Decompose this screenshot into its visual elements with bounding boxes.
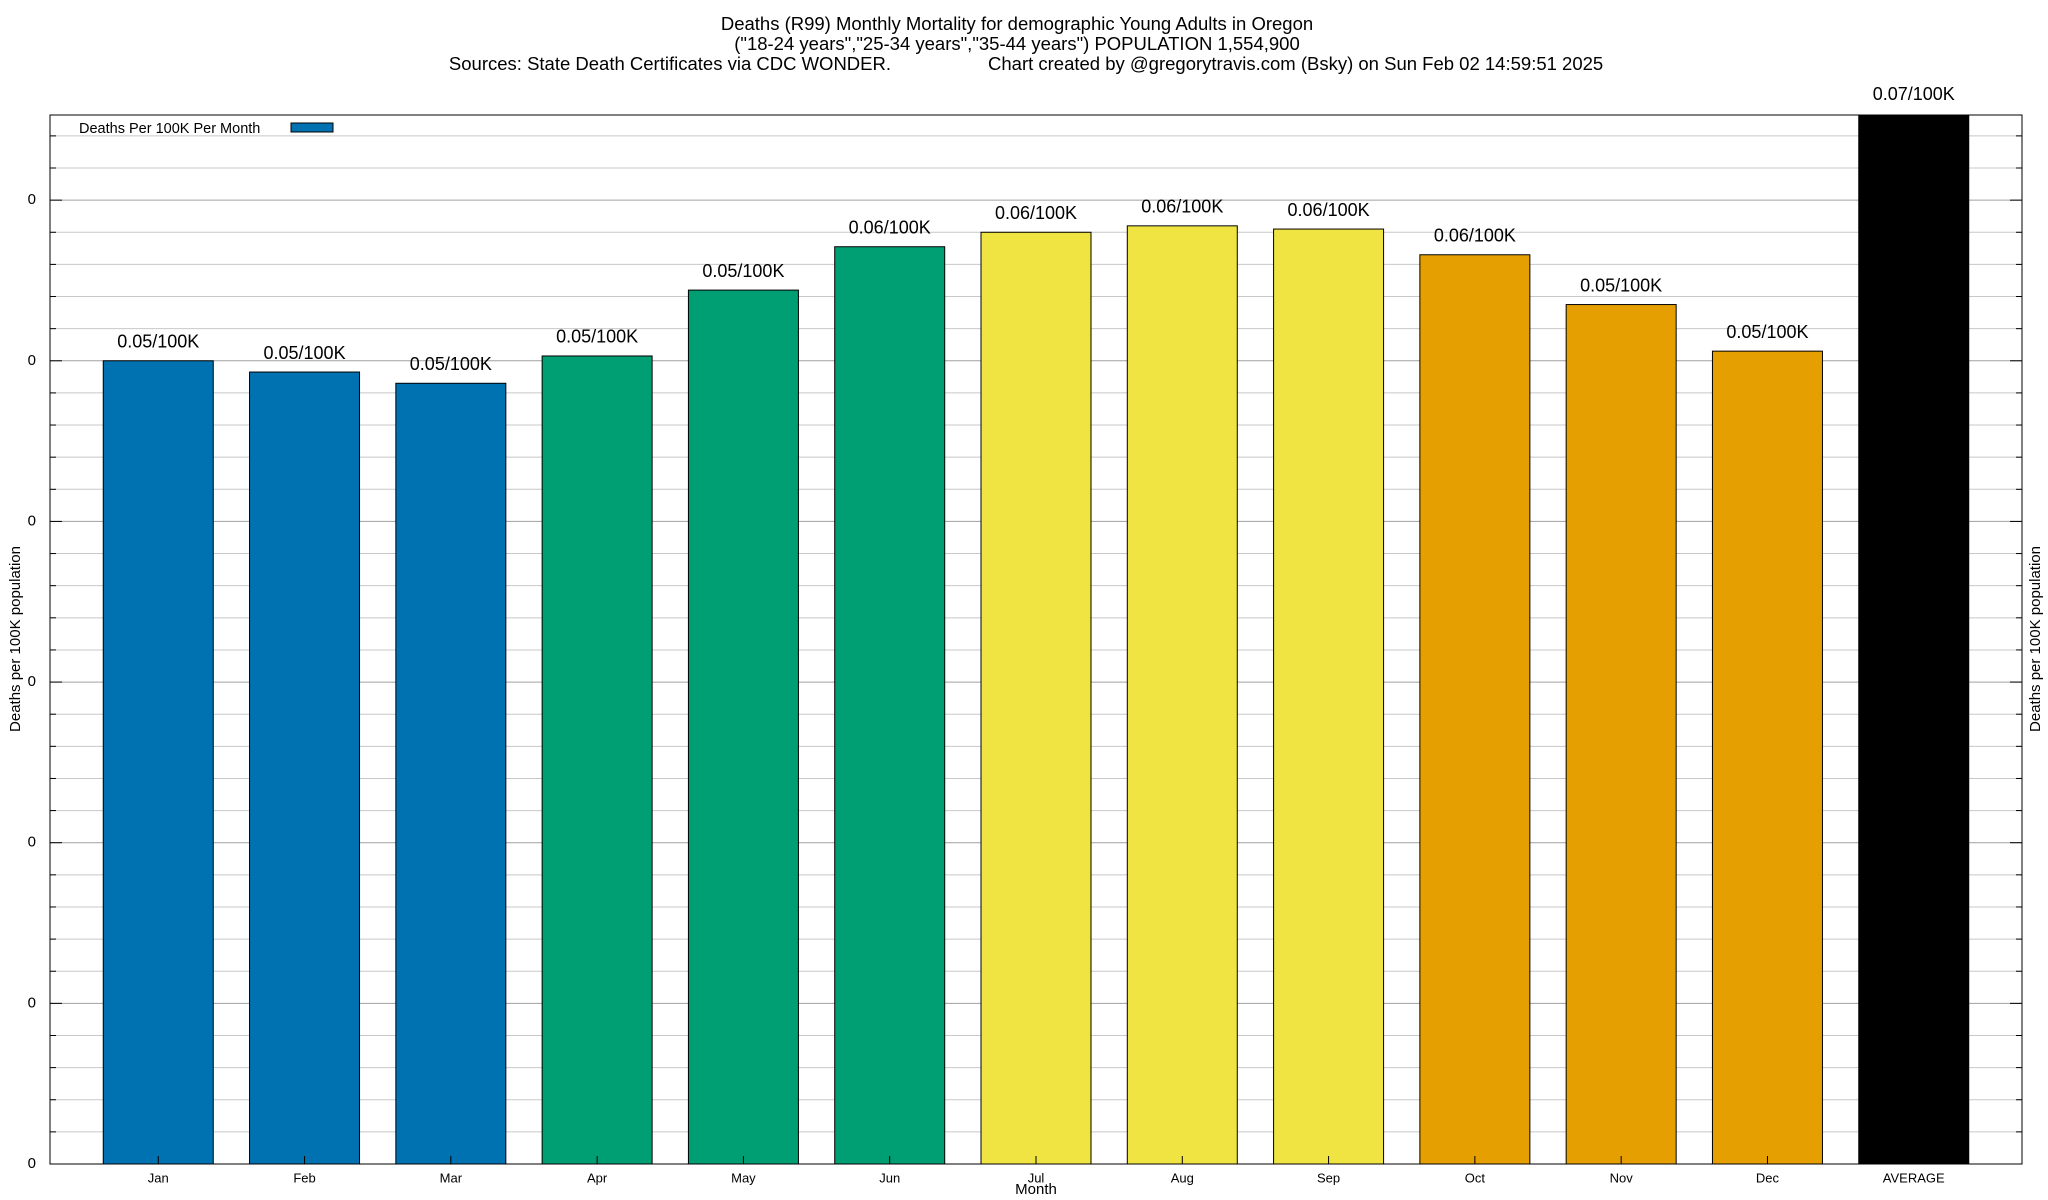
bar (541, 355, 653, 1164)
value-label: 0.06/100K (995, 203, 1077, 223)
x-tick-label: May (731, 1170, 756, 1185)
bar (1858, 115, 1970, 1164)
bars (102, 115, 1970, 1164)
bar (102, 360, 214, 1164)
value-label: 0.06/100K (1141, 197, 1223, 217)
x-tick-label: Jul (1028, 1170, 1045, 1185)
y-tick-label: 0 (28, 834, 36, 851)
x-tick-label: Jan (148, 1170, 169, 1185)
legend-swatch (290, 122, 334, 133)
value-label: 0.05/100K (264, 343, 346, 363)
x-tick-label: Apr (587, 1170, 608, 1185)
bar (687, 289, 799, 1164)
y-tick-label: 0 (28, 994, 36, 1011)
chart-subtitle: ("18-24 years","25-34 years","35-44 year… (734, 33, 1300, 54)
credit: Chart created by @gregorytravis.com (Bsk… (988, 53, 1603, 74)
y2-axis-label: Deaths per 100K population (2027, 546, 2044, 732)
value-label: 0.06/100K (849, 217, 931, 237)
x-tick-label: Dec (1756, 1170, 1780, 1185)
bar (249, 371, 361, 1164)
x-tick-label: Oct (1465, 1170, 1486, 1185)
bar (980, 231, 1092, 1164)
value-label: 0.06/100K (1288, 200, 1370, 220)
legend-label: Deaths Per 100K Per Month (79, 121, 260, 137)
x-tick-label: Nov (1610, 1170, 1634, 1185)
bar (1711, 350, 1823, 1164)
bar (1126, 225, 1238, 1164)
value-label: 0.05/100K (702, 261, 784, 281)
chart-title: Deaths (R99) Monthly Mortality for demog… (721, 13, 1313, 34)
y-axis-label: Deaths per 100K population (7, 546, 24, 732)
bar (1419, 254, 1531, 1164)
y-tick-label: 0 (28, 191, 36, 208)
x-tick-label: AVERAGE (1883, 1170, 1945, 1185)
y-tick-label: 0 (28, 352, 36, 369)
value-label: 0.05/100K (117, 332, 199, 352)
bar (395, 382, 507, 1164)
x-tick-label: Sep (1317, 1170, 1340, 1185)
value-label: 0.06/100K (1434, 226, 1516, 246)
bar (1273, 228, 1385, 1164)
x-tick-label: Jun (879, 1170, 900, 1185)
value-label: 0.05/100K (1726, 322, 1808, 342)
y-tick-label: 0 (28, 673, 36, 690)
plot-frame (49, 114, 2023, 1165)
x-tick-label: Mar (440, 1170, 463, 1185)
x-tick-label: Aug (1171, 1170, 1194, 1185)
value-label: 0.05/100K (410, 354, 492, 374)
y-tick-label: 0 (28, 512, 36, 529)
bar (1565, 304, 1677, 1164)
value-label: 0.05/100K (556, 327, 638, 347)
y-tick-label: 0 (28, 1155, 36, 1172)
value-label: 0.07/100K (1873, 84, 1955, 104)
sources: Sources: State Death Certificates via CD… (449, 53, 891, 74)
x-tick-label: Feb (293, 1170, 315, 1185)
x-axis-label: Month (1015, 1181, 1057, 1198)
value-label: 0.05/100K (1580, 275, 1662, 295)
bar (834, 246, 946, 1164)
